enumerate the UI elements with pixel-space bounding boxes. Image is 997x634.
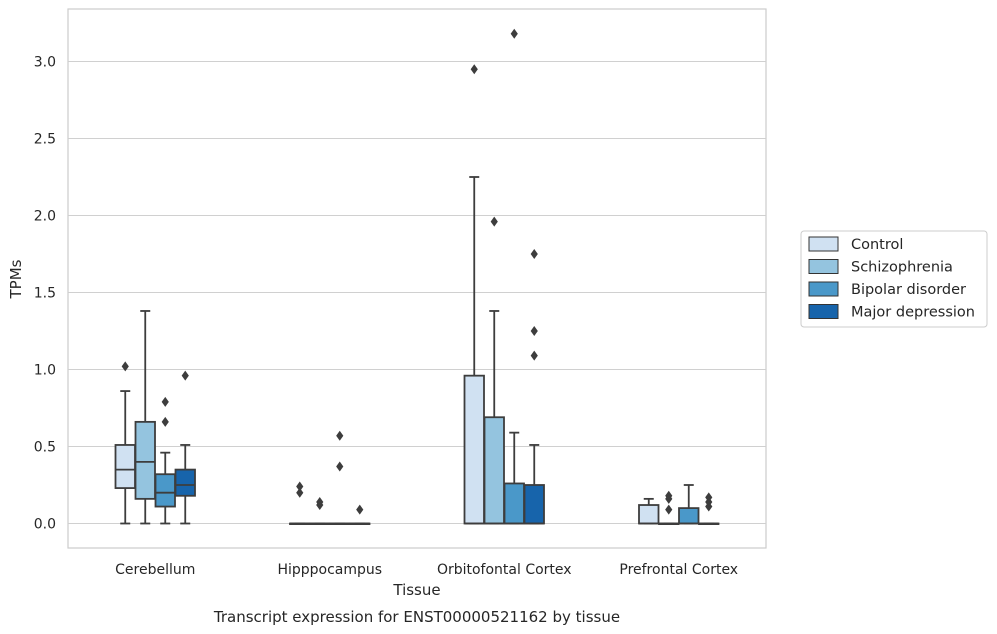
box-groups bbox=[114, 28, 720, 526]
outlier-point bbox=[665, 490, 673, 501]
y-tick-label: 3.0 bbox=[34, 55, 56, 71]
box-schizophrenia bbox=[483, 216, 505, 525]
outlier-point bbox=[161, 396, 169, 407]
y-tick-label: 1.0 bbox=[34, 363, 56, 379]
box-body bbox=[638, 504, 660, 525]
x-tick-label: Hipppocampus bbox=[277, 562, 382, 578]
chart-caption: Transcript expression for ENST0000052116… bbox=[213, 608, 620, 626]
x-tick-label: Prefrontal Cortex bbox=[619, 562, 738, 578]
y-tick-label: 2.5 bbox=[34, 132, 56, 148]
outlier-point bbox=[530, 326, 538, 336]
outlier-point bbox=[161, 416, 169, 427]
box-major-depression bbox=[349, 504, 371, 526]
outlier-point bbox=[490, 216, 498, 227]
box-body bbox=[503, 482, 525, 525]
legend-frame bbox=[800, 230, 988, 328]
legend-swatch bbox=[808, 236, 839, 252]
x-axis-title: Tissue bbox=[392, 581, 440, 599]
outlier-point bbox=[530, 350, 538, 361]
y-tick-label: 2.0 bbox=[34, 209, 56, 225]
box-body bbox=[114, 444, 136, 489]
outlier-point bbox=[356, 504, 364, 515]
box-control bbox=[114, 361, 136, 525]
box-body bbox=[154, 473, 176, 508]
outlier-point bbox=[470, 64, 478, 75]
box-bipolar-disorder bbox=[154, 396, 176, 525]
legend-label: Control bbox=[851, 237, 903, 253]
outlier-point bbox=[121, 361, 129, 372]
outlier-point bbox=[296, 487, 304, 498]
y-tick-label: 0.0 bbox=[34, 517, 56, 533]
outlier-point bbox=[181, 370, 189, 381]
y-tick-label: 1.5 bbox=[34, 286, 56, 302]
outlier-point bbox=[665, 504, 673, 515]
box-schizophrenia bbox=[134, 310, 156, 525]
y-axis-title: TPMs bbox=[7, 259, 25, 299]
box-major-depression bbox=[174, 370, 196, 525]
plot-frame bbox=[67, 8, 767, 549]
outlier-point bbox=[705, 492, 713, 503]
x-tick-label: Cerebellum bbox=[115, 562, 195, 578]
legend-label: Schizophrenia bbox=[851, 260, 953, 276]
box-major-depression bbox=[698, 492, 720, 526]
box-body bbox=[174, 468, 196, 497]
x-tick-label: Orbitofontal Cortex bbox=[437, 562, 572, 578]
box-body bbox=[134, 420, 156, 500]
legend-swatch bbox=[808, 304, 839, 319]
outlier-point bbox=[296, 481, 304, 492]
outlier-point bbox=[510, 28, 518, 39]
y-axis-ticks: 0.0 0.5 1.0 1.5 2.0 2.5 3.0 bbox=[34, 55, 56, 533]
box-body bbox=[678, 507, 700, 525]
box-bipolar-disorder bbox=[678, 484, 700, 525]
outlier-point bbox=[530, 249, 538, 259]
box-schizophrenia bbox=[658, 490, 680, 526]
outlier-point bbox=[316, 496, 324, 507]
box-major-depression bbox=[523, 249, 545, 525]
box-body bbox=[523, 484, 545, 525]
box-body bbox=[463, 374, 485, 525]
box-body bbox=[483, 416, 505, 525]
legend-label: Major depression bbox=[851, 305, 975, 321]
gridlines bbox=[68, 60, 766, 525]
legend-label: Bipolar disorder bbox=[851, 282, 966, 298]
y-tick-label: 0.5 bbox=[34, 440, 56, 456]
box-control bbox=[638, 497, 660, 525]
box-control bbox=[289, 481, 311, 526]
legend: Control Schizophrenia Bipolar disorder Majo… bbox=[800, 230, 988, 328]
legend-swatch bbox=[808, 281, 839, 297]
outlier-point bbox=[336, 461, 344, 472]
box-control bbox=[463, 64, 485, 525]
outlier-point bbox=[336, 430, 344, 441]
legend-swatch bbox=[808, 259, 839, 274]
box-schizophrenia bbox=[309, 496, 331, 526]
x-axis-ticks: Cerebellum Hipppocampus Orbitofontal Corte… bbox=[115, 562, 738, 578]
